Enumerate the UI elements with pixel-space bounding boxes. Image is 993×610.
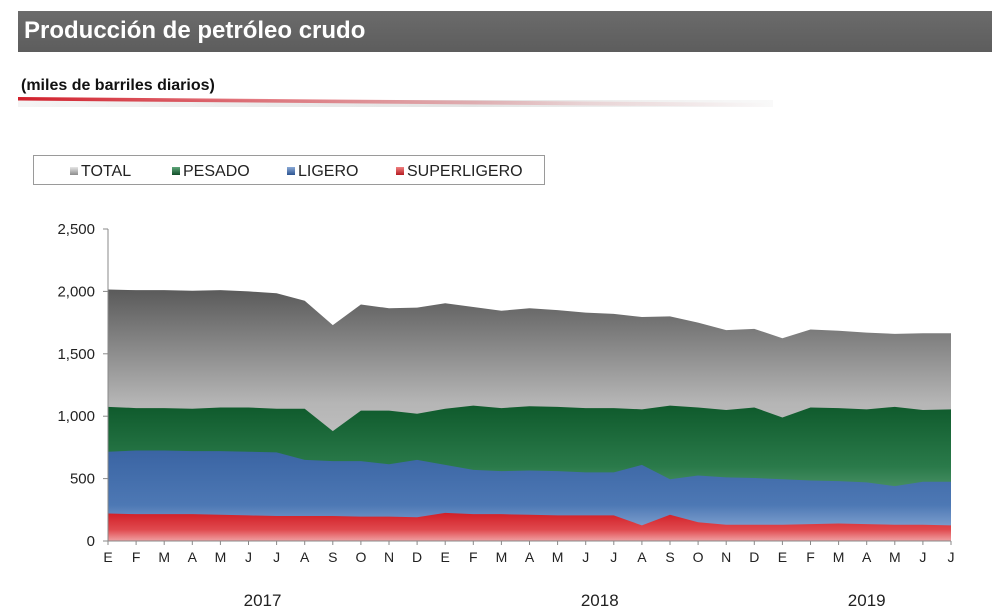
legend-swatch-total <box>70 167 78 175</box>
legend-swatch-pesado <box>172 167 180 175</box>
x-tick-label: A <box>300 549 310 565</box>
x-tick-label: E <box>778 549 787 565</box>
x-tick-label: J <box>610 549 617 565</box>
year-label: 2018 <box>581 591 619 610</box>
x-tick-label: F <box>469 549 478 565</box>
legend-label-ligero: LIGERO <box>298 163 359 180</box>
x-tick-label: D <box>749 549 759 565</box>
x-tick-label: J <box>245 549 252 565</box>
x-tick-label: S <box>328 549 337 565</box>
x-tick-label: J <box>919 549 926 565</box>
legend-label-total: TOTAL <box>81 163 132 180</box>
x-tick-label: E <box>103 549 112 565</box>
x-tick-label: A <box>525 549 535 565</box>
y-tick-label: 0 <box>87 533 95 550</box>
year-label: 2019 <box>848 591 886 610</box>
x-tick-label: J <box>273 549 280 565</box>
x-tick-label: J <box>948 549 955 565</box>
chart-legend: TOTAL PESADO LIGERO SUPERLIGERO <box>33 155 545 185</box>
legend-label-pesado: PESADO <box>183 163 250 180</box>
x-tick-label: D <box>412 549 422 565</box>
x-tick-label: M <box>158 549 170 565</box>
x-tick-label: M <box>215 549 227 565</box>
x-tick-label: M <box>552 549 564 565</box>
legend-swatch-ligero <box>287 167 295 175</box>
x-tick-label: N <box>384 549 394 565</box>
legend-item-pesado: PESADO <box>172 163 250 181</box>
x-tick-label: J <box>582 549 589 565</box>
legend-item-total: TOTAL <box>70 163 131 181</box>
x-tick-label: F <box>132 549 141 565</box>
x-tick-label: A <box>188 549 198 565</box>
legend-item-superligero: SUPERLIGERO <box>396 163 523 181</box>
x-tick-label: A <box>862 549 872 565</box>
chart-subtitle: (miles de barriles diarios) <box>21 77 215 94</box>
area-superligero <box>108 512 951 541</box>
y-tick-label: 1,500 <box>57 346 95 363</box>
y-tick-label: 2,000 <box>57 283 95 300</box>
x-tick-label: M <box>889 549 901 565</box>
title-bar: Producción de petróleo crudo <box>18 11 992 52</box>
x-tick-label: O <box>693 549 704 565</box>
x-tick-label: F <box>806 549 815 565</box>
legend-item-ligero: LIGERO <box>287 163 358 181</box>
legend-swatch-superligero <box>396 167 404 175</box>
y-tick-label: 2,500 <box>57 221 95 238</box>
year-label: 2017 <box>244 591 282 610</box>
x-tick-label: M <box>496 549 508 565</box>
page-title: Producción de petróleo crudo <box>24 17 366 44</box>
x-tick-label: A <box>637 549 647 565</box>
x-tick-label: O <box>355 549 366 565</box>
y-tick-label: 500 <box>70 471 95 488</box>
x-tick-label: S <box>665 549 674 565</box>
x-tick-label: E <box>441 549 450 565</box>
x-tick-label: M <box>833 549 845 565</box>
legend-label-superligero: SUPERLIGERO <box>407 163 523 180</box>
y-tick-label: 1,000 <box>57 408 95 425</box>
decorative-red-line <box>18 97 773 107</box>
x-tick-label: N <box>721 549 731 565</box>
